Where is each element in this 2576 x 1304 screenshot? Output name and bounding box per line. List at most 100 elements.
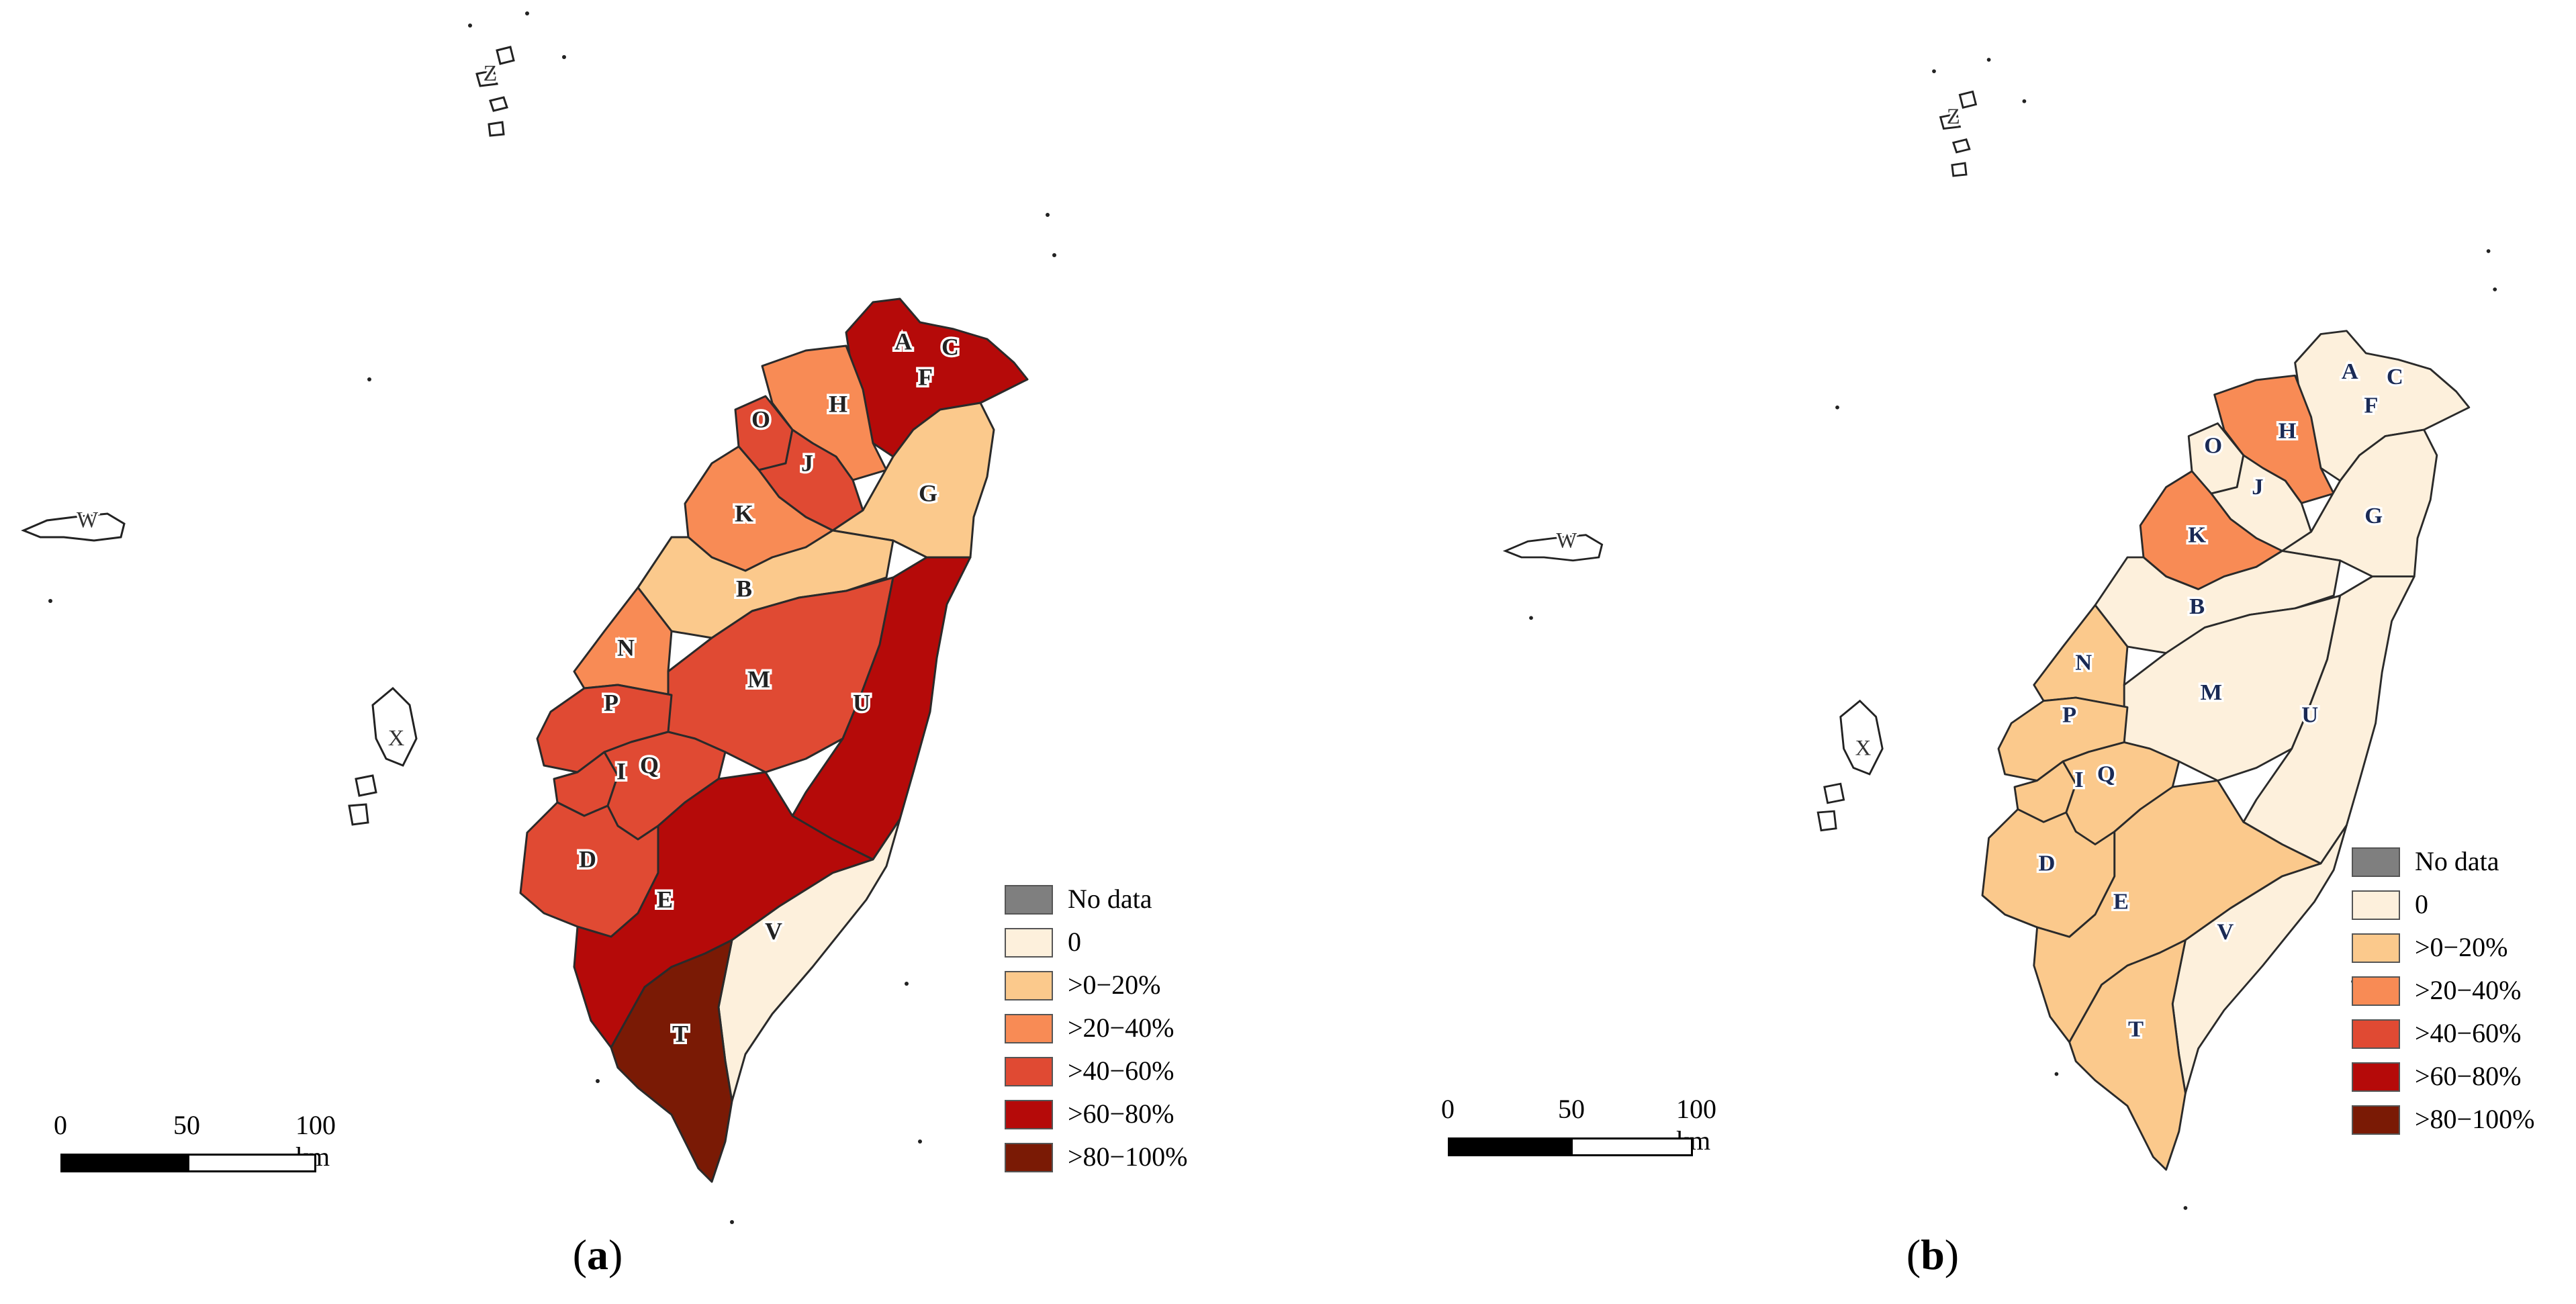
scale-bar-white <box>1571 1137 1693 1156</box>
region-label-A: A <box>894 328 912 355</box>
scale-bar-black <box>60 1154 189 1172</box>
region-label-H: H <box>2279 418 2297 444</box>
legend-label: >20−40% <box>2415 975 2522 1005</box>
region-label-I: I <box>2074 767 2083 792</box>
islet-dot <box>2486 249 2491 253</box>
islet-dot <box>468 24 472 28</box>
legend-swatch <box>1005 928 1053 958</box>
region-label-Q: Q <box>640 751 659 778</box>
islet-dot <box>2493 287 2497 291</box>
legend-swatch <box>1005 1014 1053 1043</box>
region-T <box>610 939 733 1183</box>
legend-label: >0−20% <box>1068 970 1161 1000</box>
islet-dot <box>2022 99 2027 103</box>
region-label-G: G <box>2364 503 2383 528</box>
island-X <box>348 686 418 826</box>
legend-swatch <box>1005 1143 1053 1172</box>
region-label-N: N <box>617 634 635 661</box>
islet-dot <box>1835 405 1839 410</box>
legend-swatch <box>2352 1019 2400 1049</box>
region-label-F: F <box>2364 393 2378 418</box>
islet-dot <box>1986 58 1991 62</box>
scale-tick-50: 50 <box>1558 1094 1585 1124</box>
legend-swatch <box>2352 976 2400 1006</box>
island-W <box>1502 534 1604 562</box>
legend-label: >80−100% <box>2415 1104 2535 1134</box>
islet-dot <box>367 377 371 381</box>
legend-swatch <box>2352 1062 2400 1092</box>
region-label-F: F <box>918 363 933 390</box>
region-label-E: E <box>657 886 673 913</box>
legend-label: >60−80% <box>2415 1061 2522 1091</box>
legend-swatch <box>1005 1057 1053 1086</box>
legend-swatch <box>2352 933 2400 963</box>
islet-dot <box>730 1220 734 1224</box>
islet-dot <box>1052 253 1056 257</box>
island-label-X: X <box>1855 737 1872 761</box>
region-label-J: J <box>2252 474 2263 500</box>
legend-label: >80−100% <box>1068 1142 1188 1172</box>
panel-caption-a: (a) <box>572 1231 623 1278</box>
legend-label: >40−60% <box>2415 1018 2522 1048</box>
island-label-Z: Z <box>1947 105 1960 129</box>
legend-swatch <box>1005 1100 1053 1129</box>
region-label-C: C <box>2387 364 2403 389</box>
region-label-H: H <box>829 390 847 417</box>
choropleth-map-b: Z W X A CF H O J G K B N M U P I Q D E V T <box>1502 58 2497 1210</box>
legend-label: No data <box>2415 846 2499 876</box>
island-label-Z: Z <box>484 61 498 86</box>
islet-dot <box>1046 213 1050 217</box>
legend-label: >0−20% <box>2415 932 2508 962</box>
panel-caption-b: (b) <box>1906 1231 1960 1278</box>
scale-tick-50: 50 <box>173 1110 200 1140</box>
islet-dot <box>562 55 566 59</box>
region-label-D: D <box>579 845 596 872</box>
region-label-O: O <box>2204 433 2222 459</box>
legend-label: No data <box>1068 884 1152 914</box>
islet-dot <box>48 599 52 603</box>
islet-dot <box>2183 1206 2188 1210</box>
islet-dot <box>596 1079 600 1083</box>
choropleth-map-a: Z W X A CF H O J G K B N M U P I Q D E V T <box>21 11 1056 1224</box>
legend-swatch <box>2352 1105 2400 1135</box>
legend-label: >60−80% <box>1068 1099 1175 1129</box>
region-label-B: B <box>2189 594 2205 619</box>
legend-swatch <box>2352 890 2400 920</box>
region-label-P: P <box>604 689 618 716</box>
region-label-A: A <box>2342 359 2358 384</box>
region-label-G: G <box>919 479 937 506</box>
region-label-V: V <box>765 917 782 944</box>
scale-tick-0: 0 <box>54 1110 67 1140</box>
legend-label: 0 <box>2415 889 2428 919</box>
legend-swatch <box>1005 885 1053 915</box>
region-label-N: N <box>2075 650 2092 676</box>
region-label-M: M <box>2200 680 2222 705</box>
region-label-U: U <box>853 689 870 716</box>
islet-dot <box>1932 69 1936 73</box>
island-label-W: W <box>1556 529 1577 553</box>
region-label-J: J <box>801 449 813 476</box>
islet-dot <box>2054 1072 2059 1076</box>
region-label-V: V <box>2217 919 2234 945</box>
island-X <box>1816 699 1884 832</box>
scale-bar-white <box>187 1154 316 1172</box>
region-label-T: T <box>2128 1017 2144 1042</box>
region-label-Q: Q <box>2097 761 2115 787</box>
legend-swatch <box>2352 847 2400 877</box>
legend-label: >20−40% <box>1068 1013 1175 1043</box>
islet-dot <box>918 1139 922 1144</box>
region-label-O: O <box>751 406 770 432</box>
region-label-T: T <box>672 1020 688 1047</box>
region-label-D: D <box>2039 851 2056 876</box>
region-label-M: M <box>747 665 770 692</box>
island-W <box>21 512 126 542</box>
island-label-W: W <box>77 508 99 532</box>
region-label-U: U <box>2301 702 2318 728</box>
islet-dot <box>905 982 909 986</box>
legend-label: 0 <box>1068 927 1081 957</box>
region-T <box>2068 939 2187 1171</box>
island-Z <box>475 46 515 137</box>
region-label-I: I <box>616 757 626 784</box>
